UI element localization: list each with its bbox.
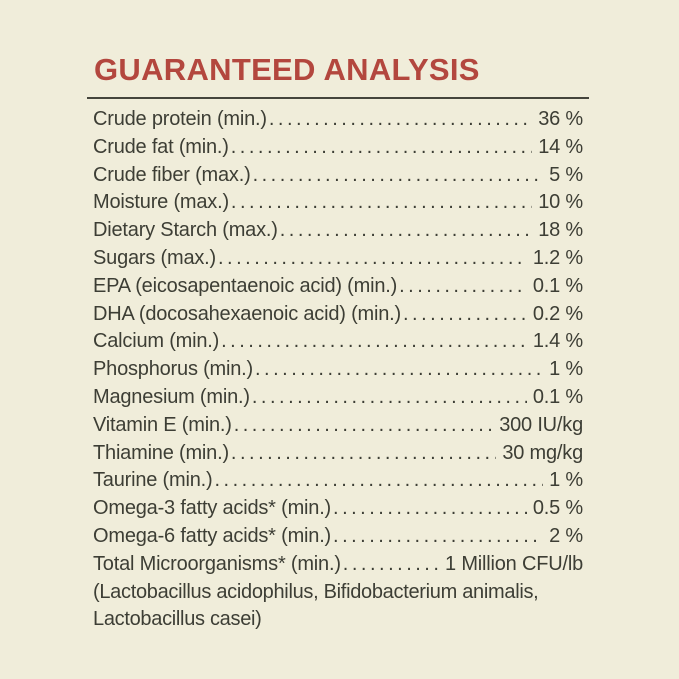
nutrient-label: Sugars (max.) xyxy=(93,246,216,269)
analysis-row: Crude fiber (max.) 5 % xyxy=(93,162,583,190)
nutrient-label: Total Microorganisms* (min.) xyxy=(93,552,341,575)
dot-leader xyxy=(399,273,527,301)
dot-leader xyxy=(221,328,527,356)
analysis-row: Dietary Starch (max.) 18 % xyxy=(93,217,583,245)
dot-leader xyxy=(231,134,532,162)
nutrient-label: Moisture (max.) xyxy=(93,191,229,214)
nutrient-value: 14 % xyxy=(538,135,583,158)
dot-leader xyxy=(218,245,527,273)
dot-leader xyxy=(333,495,527,523)
nutrient-label: Calcium (min.) xyxy=(93,330,220,353)
microorganisms-note-line: (Lactobacillus acidophilus, Bifidobacter… xyxy=(93,580,539,603)
dot-leader xyxy=(333,523,543,551)
nutrient-label: DHA (docosahexaenoic acid) (min.) xyxy=(93,302,401,325)
dot-leader xyxy=(214,467,543,495)
nutrient-value: 300 IU/kg xyxy=(499,413,583,436)
nutrient-value: 0.1 % xyxy=(532,385,583,408)
dot-leader xyxy=(231,189,532,217)
nutrient-label: Crude fiber (max.) xyxy=(93,163,251,186)
nutrient-value: 36 % xyxy=(538,108,583,130)
dot-leader xyxy=(252,384,527,412)
analysis-row: Sugars (max.) 1.2 % xyxy=(93,245,583,273)
analysis-row: Omega-6 fatty acids* (min.) 2 % xyxy=(93,523,583,551)
title-divider xyxy=(87,97,589,99)
analysis-row: Taurine (min.) 1 % xyxy=(93,467,583,495)
analysis-list: Crude protein (min.) 36 % Crude fat (min… xyxy=(93,106,583,634)
nutrient-value: 18 % xyxy=(538,219,583,242)
nutrient-label: Crude protein (min.) xyxy=(93,108,267,130)
dot-leader xyxy=(280,217,532,245)
nutrient-value: 5 % xyxy=(549,163,583,186)
analysis-row: Phosphorus (min.) 1 % xyxy=(93,356,583,384)
nutrient-label: Crude fat (min.) xyxy=(93,135,229,158)
nutrient-value: 10 % xyxy=(538,191,583,214)
nutrient-value: 0.1 % xyxy=(532,274,583,297)
nutrient-value: 1.4 % xyxy=(532,330,583,353)
nutrient-label: Taurine (min.) xyxy=(93,469,213,492)
analysis-row: Total Microorganisms* (min.) 1 Million C… xyxy=(93,551,583,579)
analysis-row: DHA (docosahexaenoic acid) (min.) 0.2 % xyxy=(93,301,583,329)
analysis-row: Moisture (max.) 10 % xyxy=(93,189,583,217)
nutrient-label: Phosphorus (min.) xyxy=(93,358,253,381)
nutrient-label: Vitamin E (min.) xyxy=(93,413,232,436)
dot-leader xyxy=(343,551,439,579)
dot-leader xyxy=(234,412,494,440)
nutrient-value: 0.2 % xyxy=(532,302,583,325)
analysis-row: Calcium (min.) 1.4 % xyxy=(93,328,583,356)
nutrient-value: 2 % xyxy=(549,524,583,547)
analysis-row: Omega-3 fatty acids* (min.) 0.5 % xyxy=(93,495,583,523)
nutrient-label: Omega-6 fatty acids* (min.) xyxy=(93,524,332,547)
nutrient-label: Thiamine (min.) xyxy=(93,441,229,464)
nutrient-label: Omega-3 fatty acids* (min.) xyxy=(93,497,332,520)
nutrient-value: 1 % xyxy=(549,469,583,492)
analysis-row: Crude protein (min.) 36 % xyxy=(93,106,583,134)
nutrient-value: 1.2 % xyxy=(532,246,583,269)
analysis-row: Magnesium (min.) 0.1 % xyxy=(93,384,583,412)
dot-leader xyxy=(269,106,532,134)
analysis-row: EPA (eicosapentaenoic acid) (min.) 0.1 % xyxy=(93,273,583,301)
dot-leader xyxy=(255,356,543,384)
dot-leader xyxy=(231,440,496,468)
microorganisms-note-line: Lactobacillus casei) xyxy=(93,608,262,631)
nutrient-value: 1 % xyxy=(549,358,583,381)
dot-leader xyxy=(253,162,544,190)
page-title: GUARANTEED ANALYSIS xyxy=(94,52,480,87)
analysis-row: Crude fat (min.) 14 % xyxy=(93,134,583,162)
dot-leader xyxy=(403,301,527,329)
nutrient-label: EPA (eicosapentaenoic acid) (min.) xyxy=(93,274,398,297)
nutrient-label: Magnesium (min.) xyxy=(93,385,250,408)
nutrient-value: 1 Million CFU/lb xyxy=(445,552,583,575)
analysis-row: Vitamin E (min.) 300 IU/kg xyxy=(93,412,583,440)
analysis-row: Thiamine (min.) 30 mg/kg xyxy=(93,440,583,468)
nutrient-label: Dietary Starch (max.) xyxy=(93,219,278,242)
nutrient-value: 30 mg/kg xyxy=(502,441,583,464)
nutrient-value: 0.5 % xyxy=(532,497,583,520)
